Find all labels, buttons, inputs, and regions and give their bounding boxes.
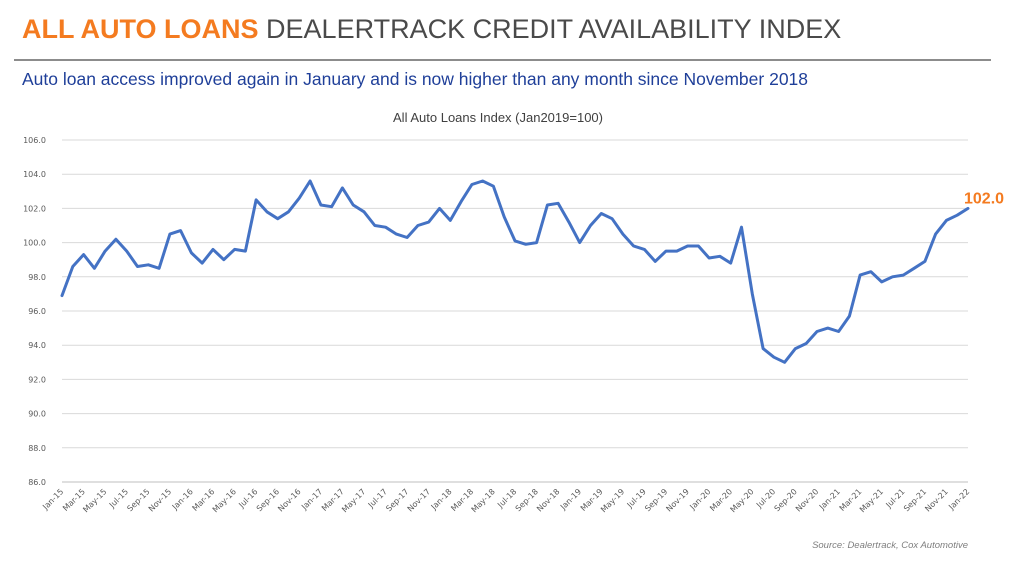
y-tick-label: 96.0 <box>28 307 46 316</box>
x-tick-label: Jan-22 <box>946 487 971 512</box>
x-tick-label: May-17 <box>340 487 367 514</box>
slide-title: ALL AUTO LOANS DEALERTRACK CREDIT AVAILA… <box>22 14 841 45</box>
y-tick-label: 98.0 <box>28 273 46 282</box>
series-line <box>60 179 970 364</box>
end-value-label: 102.0 <box>964 190 1004 207</box>
gridlines <box>62 139 968 483</box>
chart-title: All Auto Loans Index (Jan2019=100) <box>393 110 603 125</box>
x-tick-label: May-16 <box>211 487 238 514</box>
x-tick-label: Nov-17 <box>406 487 432 513</box>
x-tick-label: Nov-21 <box>923 487 949 513</box>
slide-subtitle: Auto loan access improved again in Janua… <box>22 69 809 89</box>
slide-title-accent: ALL AUTO LOANS <box>22 14 259 44</box>
y-tick-label: 106.0 <box>23 136 46 145</box>
y-tick-label: 92.0 <box>28 375 46 384</box>
y-axis: 86.0 88.0 90.0 92.0 94.0 96.0 98.0 100.0 102.0 10… <box>23 136 46 487</box>
x-tick-label: Nov-16 <box>276 487 302 513</box>
x-tick-label: Nov-18 <box>535 487 561 513</box>
title-divider <box>14 59 991 61</box>
x-tick-label: May-20 <box>728 487 755 514</box>
x-tick-label: Nov-19 <box>664 487 690 513</box>
y-tick-label: 104.0 <box>23 170 46 179</box>
x-tick-label: May-21 <box>858 487 885 514</box>
x-tick-label: May-19 <box>599 487 626 514</box>
x-tick-label: May-15 <box>81 487 108 514</box>
x-tick-label: Nov-20 <box>794 487 820 513</box>
x-tick-label: May-18 <box>470 487 497 514</box>
y-tick-label: 90.0 <box>28 410 46 419</box>
slide-title-rest: DEALERTRACK CREDIT AVAILABILITY INDEX <box>266 14 842 44</box>
y-tick-label: 100.0 <box>23 239 46 248</box>
y-tick-label: 102.0 <box>23 204 46 213</box>
x-tick-label: Nov-15 <box>147 487 173 513</box>
y-tick-label: 86.0 <box>28 478 46 487</box>
y-tick-label: 94.0 <box>28 341 46 350</box>
source-note: Source: Dealertrack, Cox Automotive <box>812 540 968 551</box>
series-layer: 102.0 <box>60 179 1004 364</box>
y-tick-label: 88.0 <box>28 444 46 453</box>
